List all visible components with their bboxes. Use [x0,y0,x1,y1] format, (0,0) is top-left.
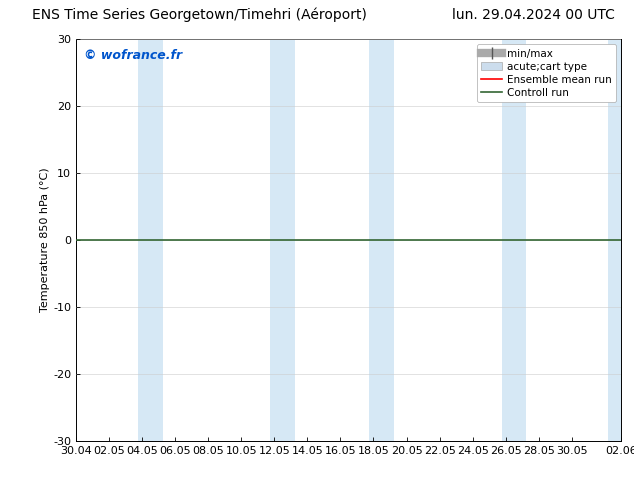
Text: © wofrance.fr: © wofrance.fr [84,49,183,62]
Bar [608,39,621,441]
Text: lun. 29.04.2024 00 UTC: lun. 29.04.2024 00 UTC [452,8,615,22]
Y-axis label: Temperature 850 hPa (°C): Temperature 850 hPa (°C) [41,168,50,313]
Text: ENS Time Series Georgetown/Timehri (Aéroport): ENS Time Series Georgetown/Timehri (Aéro… [32,7,366,22]
Bar [270,39,295,441]
Bar [501,39,526,441]
Bar [138,39,163,441]
Bar [370,39,394,441]
Legend: min/max, acute;cart type, Ensemble mean run, Controll run: min/max, acute;cart type, Ensemble mean … [477,45,616,102]
